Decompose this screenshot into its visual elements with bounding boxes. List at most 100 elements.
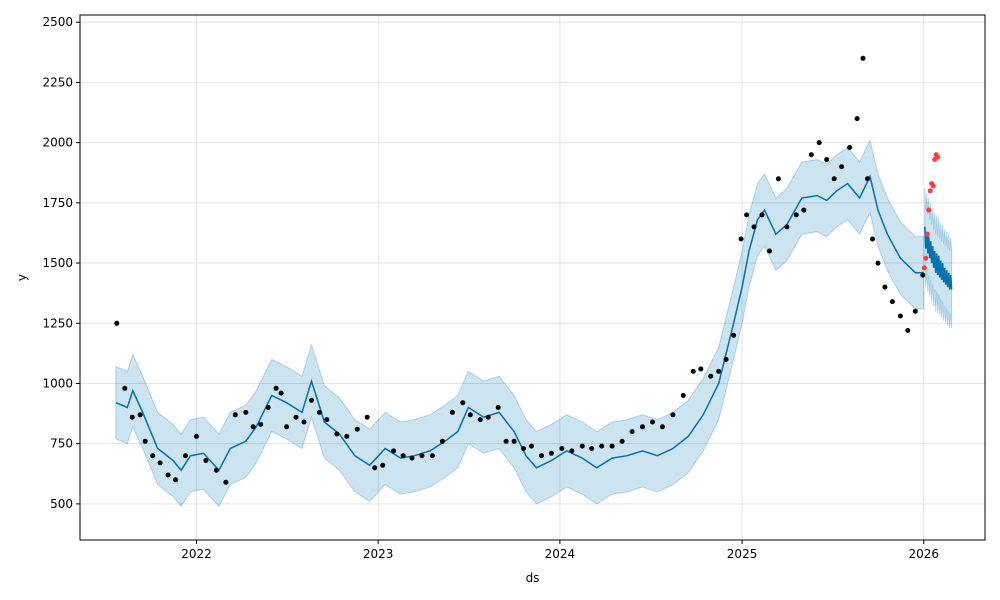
observed-point: [316, 409, 322, 415]
observed-point: [334, 431, 340, 437]
observed-point: [521, 446, 526, 451]
y-tick-label: 750: [50, 437, 73, 451]
observed-point: [698, 366, 704, 372]
observed-point: [808, 152, 814, 158]
observed-point: [503, 438, 509, 444]
axis-ticks-layer: 2022 2023 2024 2025 2026 500 750 1000 1250 1500 17…: [42, 15, 939, 561]
observed-point: [539, 453, 544, 459]
observed-point: [839, 164, 845, 170]
observed-point: [232, 412, 238, 418]
observed-point: [114, 320, 120, 326]
observed-point: [759, 212, 765, 218]
observed-point: [273, 385, 279, 391]
forecast-line: [115, 174, 924, 472]
observed-point: [680, 393, 686, 398]
future-actual-point: [924, 231, 930, 237]
observed-point: [751, 224, 757, 230]
observed-point: [744, 212, 750, 218]
observed-point: [380, 462, 386, 468]
y-tick-label: 2250: [42, 75, 73, 89]
observed-point: [258, 421, 264, 427]
observed-point: [511, 438, 517, 444]
observed-point: [173, 477, 179, 483]
observed-point: [599, 443, 605, 449]
observed-point: [659, 424, 665, 430]
observed-point: [293, 414, 299, 420]
x-tick-label: 2025: [727, 547, 758, 561]
observed-point: [122, 385, 128, 391]
observed-point: [860, 55, 866, 61]
observed-point: [391, 448, 397, 454]
y-tick-label: 1000: [42, 376, 73, 390]
observed-point: [875, 260, 881, 266]
future-actual-point: [921, 265, 927, 271]
x-tick-label: 2026: [908, 547, 939, 561]
observed-point: [882, 284, 888, 290]
observed-point: [284, 424, 290, 430]
y-tick-label: 1250: [42, 316, 73, 330]
future-actual-point: [935, 154, 941, 160]
observed-point: [816, 140, 822, 146]
observed-point: [767, 248, 772, 254]
observed-point: [324, 417, 330, 423]
y-tick-label: 2000: [42, 136, 73, 150]
observed-point: [529, 443, 534, 449]
observed-point: [609, 443, 615, 449]
x-tick-label: 2024: [545, 547, 576, 561]
y-axis-label: y: [15, 274, 29, 281]
future-forecast-line: [924, 226, 953, 290]
observed-point: [589, 446, 595, 451]
observed-point: [640, 424, 645, 430]
observed-point: [265, 405, 271, 410]
observed-point: [870, 236, 875, 242]
observed-point: [629, 429, 635, 435]
observed-point: [223, 479, 229, 485]
plot-area-frame: [79, 14, 986, 541]
observed-point: [775, 176, 781, 182]
observed-point: [579, 443, 585, 449]
observed-point: [419, 453, 425, 459]
observed-point: [831, 176, 837, 182]
observed-point: [905, 328, 911, 333]
observed-point: [912, 308, 918, 314]
observed-point: [354, 426, 360, 432]
y-tick-label: 500: [50, 497, 73, 511]
observed-point: [165, 472, 171, 478]
observed-point: [243, 409, 249, 415]
observed-point: [477, 417, 483, 423]
observed-point: [150, 453, 156, 459]
observed-point: [449, 409, 455, 415]
observed-point: [690, 368, 696, 374]
y-tick-label: 2500: [42, 15, 73, 29]
observed-point: [344, 433, 350, 439]
observed-point: [716, 368, 722, 374]
observed-point: [183, 453, 188, 459]
observed-point: [889, 299, 895, 305]
observed-point: [793, 212, 799, 218]
x-axis-label: ds: [526, 571, 540, 585]
uncertainty-band: [115, 138, 925, 508]
observed-point: [250, 424, 256, 430]
observed-point: [569, 448, 575, 454]
observed-point: [400, 453, 406, 459]
observed-point: [129, 414, 135, 420]
observed-point: [650, 419, 655, 425]
future-actual-point: [927, 188, 933, 194]
observed-point: [897, 313, 903, 319]
future-actual-point: [923, 255, 929, 261]
observed-point: [301, 419, 307, 425]
observed-point: [548, 450, 554, 456]
observed-point: [137, 412, 143, 418]
observed-point: [429, 453, 435, 459]
observed-point: [801, 207, 807, 213]
y-tick-label: 1500: [42, 256, 73, 270]
grid-layer: [80, 15, 985, 540]
observed-point: [619, 438, 625, 444]
observed-point: [213, 467, 219, 473]
observed-point: [460, 400, 466, 406]
observed-point: [309, 397, 314, 403]
observed-point: [723, 356, 729, 362]
observed-point: [559, 446, 565, 451]
observed-point: [467, 412, 473, 418]
